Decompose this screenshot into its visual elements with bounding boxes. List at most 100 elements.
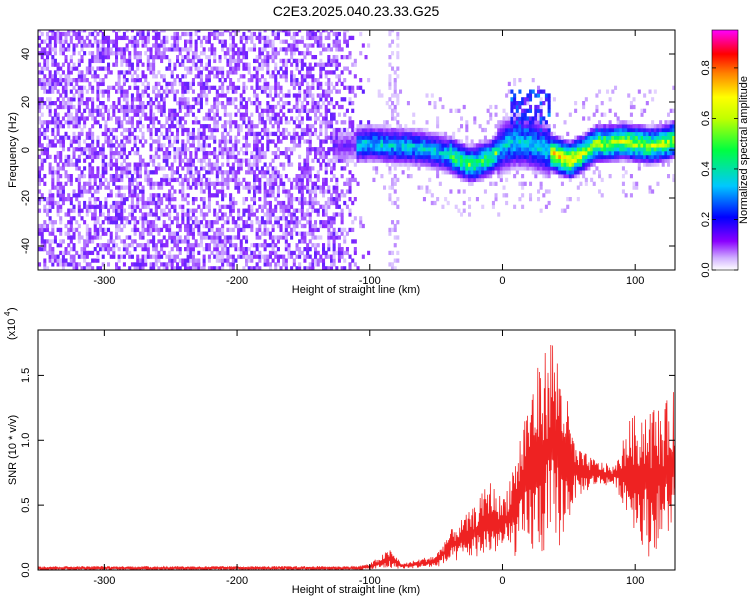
- spectrogram-cell: [178, 81, 182, 87]
- spectrogram-cell: [125, 101, 129, 106]
- spectrogram-cell: [202, 223, 206, 229]
- spectrogram-cell: [91, 139, 95, 144]
- spectrogram-cell: [343, 97, 347, 102]
- spectrogram-cell: [481, 154, 485, 160]
- spectrogram-cell: [133, 139, 137, 144]
- spectrogram-cell: [353, 139, 357, 144]
- spectrogram-cell: [404, 139, 408, 144]
- spectrogram-cell: [83, 166, 87, 171]
- spectrogram-cell: [168, 166, 172, 171]
- spectrogram-cell: [221, 231, 225, 236]
- spectrogram-cell: [237, 51, 241, 56]
- spectrogram-cell: [117, 35, 121, 41]
- spectrogram-cell: [340, 151, 344, 156]
- spectrogram-cell: [117, 235, 121, 240]
- spectrogram-cell: [93, 212, 97, 217]
- spectrogram-cell: [146, 177, 150, 183]
- spectrogram-cell: [184, 162, 188, 167]
- spectrogram-cell: [303, 258, 307, 263]
- spectrogram-cell: [91, 108, 95, 113]
- spectrogram-cell: [115, 223, 119, 229]
- spectrogram-cell: [176, 220, 180, 225]
- spectrogram-cell: [510, 124, 514, 129]
- spectrogram-cell: [107, 85, 111, 90]
- spectrogram-cell: [170, 131, 174, 137]
- spectrogram-cell: [197, 108, 201, 113]
- spectrogram-cell: [104, 131, 108, 137]
- spectrogram-cell: [367, 43, 371, 48]
- spectrogram-cell: [128, 131, 132, 137]
- spectrogram-cell: [83, 174, 87, 179]
- spectrogram-cell: [258, 181, 262, 186]
- spectrogram-cell: [75, 193, 79, 198]
- spectrogram-cell: [223, 181, 227, 186]
- spectrogram-cell: [59, 120, 63, 125]
- spectrogram-cell: [80, 112, 84, 117]
- spectrogram-cell: [88, 200, 92, 206]
- spectrogram-cell: [56, 39, 60, 44]
- spectrogram-cell: [144, 116, 148, 121]
- spectrogram-cell: [38, 43, 42, 48]
- spectrogram-cell: [213, 254, 217, 259]
- spectrogram-cell: [306, 181, 310, 186]
- spectrogram-cell: [385, 158, 389, 163]
- spectrogram-cell: [343, 193, 347, 198]
- spectrogram-cell: [340, 139, 344, 144]
- spectrogram-cell: [276, 31, 280, 37]
- spectrogram-cell: [332, 200, 336, 206]
- spectrogram-cell: [229, 116, 233, 121]
- spectrogram-cell: [260, 89, 264, 94]
- spectrogram-cell: [383, 151, 387, 156]
- spectrogram-cell: [391, 127, 395, 133]
- spectrogram-cell: [146, 66, 150, 71]
- spectrogram-cell: [229, 35, 233, 41]
- spectrogram-cell: [306, 147, 310, 152]
- spectrogram-cell: [194, 31, 198, 37]
- spectrogram-cell: [207, 127, 211, 133]
- spectrogram-cell: [213, 66, 217, 71]
- spectrogram-cell: [258, 154, 262, 160]
- spectrogram-cell: [48, 193, 52, 198]
- spectrogram-cell: [385, 127, 389, 133]
- spectrogram-cell: [266, 147, 270, 152]
- spectrogram-cell: [239, 216, 243, 221]
- spectrogram-cell: [306, 162, 310, 167]
- spectrogram-cell: [64, 31, 68, 37]
- spectrogram-cell: [122, 47, 126, 52]
- spectrogram-cell: [274, 131, 278, 137]
- spectrogram-cell: [327, 231, 331, 236]
- spectrogram-cell: [306, 250, 310, 256]
- spectrogram-cell: [319, 58, 323, 64]
- spectrogram-cell: [218, 143, 222, 148]
- spectrogram-cell: [157, 258, 161, 263]
- spectrogram-cell: [242, 185, 246, 190]
- spectrogram-cell: [250, 197, 254, 202]
- spectrogram-cell: [104, 39, 108, 44]
- spectrogram-cell: [393, 166, 397, 171]
- spectrogram-cell: [226, 154, 230, 160]
- spectrogram-cell: [253, 193, 257, 198]
- spectrogram-cell: [393, 227, 397, 233]
- spectrogram-cell: [157, 108, 161, 113]
- spectrogram-cell: [181, 239, 185, 244]
- spectrogram-cell: [85, 250, 89, 256]
- spectrogram-cell: [144, 74, 148, 79]
- spectrogram-cell: [438, 135, 442, 140]
- spectrogram-cell: [513, 127, 517, 133]
- spectrogram-cell: [186, 243, 190, 248]
- spectrogram-cell: [298, 112, 302, 117]
- spectrogram-cell: [298, 139, 302, 144]
- spectrogram-cell: [83, 51, 87, 56]
- spectrogram-cell: [122, 70, 126, 75]
- spectrogram-cell: [441, 162, 445, 167]
- spectrogram-cell: [513, 120, 517, 125]
- spectrogram-cell: [340, 97, 344, 102]
- spectrogram-cell: [401, 158, 405, 163]
- spectrogram-cell: [152, 70, 156, 75]
- spectrogram-cell: [335, 58, 339, 64]
- spectrogram-cell: [99, 147, 103, 152]
- spectrogram-cell: [425, 158, 429, 163]
- spectrogram-cell: [340, 166, 344, 171]
- spectrogram-cell: [125, 108, 129, 113]
- spectrogram-cell: [337, 31, 341, 37]
